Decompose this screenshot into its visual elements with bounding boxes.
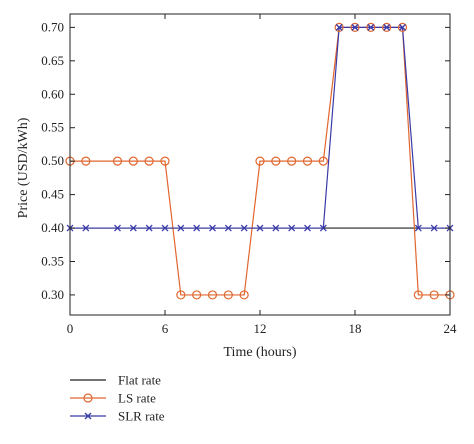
x-tick-label: 0 bbox=[67, 321, 74, 336]
data-point-ls-rate bbox=[350, 22, 360, 32]
y-tick-label: 0.60 bbox=[41, 86, 64, 101]
data-point-slr-rate bbox=[209, 224, 216, 232]
data-point-slr-rate bbox=[319, 224, 327, 232]
data-point-slr-rate bbox=[114, 224, 121, 232]
x-tick-label: 12 bbox=[254, 321, 267, 336]
data-point-slr-rate bbox=[414, 224, 422, 232]
data-point-slr-rate bbox=[288, 224, 296, 232]
data-point-ls-rate bbox=[255, 156, 265, 166]
x-marker-stroke bbox=[319, 224, 327, 232]
series-line-ls-rate bbox=[70, 26, 450, 296]
data-point-slr-rate bbox=[351, 23, 359, 31]
data-point-ls-rate bbox=[81, 156, 91, 166]
data-point-slr-rate bbox=[82, 224, 90, 232]
data-point-slr-rate bbox=[256, 224, 264, 232]
data-point-ls-rate bbox=[207, 290, 218, 300]
y-tick-label: 0.70 bbox=[41, 19, 64, 34]
data-point-ls-rate bbox=[239, 290, 249, 300]
x-marker-stroke bbox=[304, 224, 311, 232]
y-tick-label: 0.65 bbox=[41, 53, 64, 68]
series-line-slr-rate bbox=[70, 26, 450, 229]
data-point-slr-rate bbox=[304, 224, 311, 232]
data-point-ls-rate bbox=[112, 156, 123, 166]
legend-label: SLR rate bbox=[118, 409, 165, 424]
legend-marker bbox=[84, 412, 92, 420]
x-marker-stroke bbox=[256, 224, 264, 232]
data-point-ls-rate bbox=[223, 290, 233, 300]
x-tick-label: 18 bbox=[349, 321, 362, 336]
data-point-ls-rate bbox=[271, 156, 281, 166]
x-marker-stroke bbox=[82, 224, 90, 232]
x-marker-stroke bbox=[414, 224, 422, 232]
data-point-slr-rate bbox=[367, 23, 375, 31]
legend-label: Flat rate bbox=[118, 373, 161, 388]
data-point-ls-rate bbox=[160, 156, 170, 166]
data-point-ls-rate bbox=[144, 156, 154, 166]
data-point-slr-rate bbox=[129, 224, 137, 232]
data-point-ls-rate bbox=[318, 156, 328, 166]
data-point-ls-rate bbox=[192, 290, 202, 300]
x-marker-stroke bbox=[288, 224, 296, 232]
legend-entry: Flat rate bbox=[70, 373, 161, 388]
x-marker-stroke bbox=[430, 224, 438, 232]
x-marker-stroke bbox=[114, 224, 121, 232]
data-point-ls-rate bbox=[429, 290, 439, 300]
data-point-slr-rate bbox=[177, 224, 185, 232]
legend-label: LS rate bbox=[118, 391, 156, 406]
x-marker-stroke bbox=[129, 224, 137, 232]
axes: 0 6 12 18 24 0.30 0.35 0.40 0.45 0.50 0.55 0.60 0.65… bbox=[41, 13, 458, 336]
data-point-ls-rate bbox=[287, 156, 297, 166]
x-marker-stroke bbox=[240, 224, 248, 232]
x-marker-stroke bbox=[209, 224, 216, 232]
x-marker-stroke bbox=[145, 224, 153, 232]
data-point-ls-rate bbox=[413, 290, 423, 300]
legend: Flat rate LS rate SLR rate bbox=[70, 373, 165, 424]
y-tick-label: 0.55 bbox=[41, 120, 64, 135]
x-marker-stroke bbox=[224, 224, 232, 232]
data-point-ls-rate bbox=[128, 156, 138, 166]
x-marker-stroke bbox=[177, 224, 185, 232]
x-tick-label: 24 bbox=[444, 321, 458, 336]
x-marker-stroke bbox=[272, 224, 280, 232]
y-tick-label: 0.45 bbox=[41, 187, 64, 202]
data-point-ls-rate bbox=[397, 22, 408, 32]
legend-entry: LS rate bbox=[70, 391, 156, 406]
x-marker-stroke bbox=[351, 23, 359, 31]
data-point-slr-rate bbox=[383, 23, 391, 31]
data-point-slr-rate bbox=[145, 224, 153, 232]
data-point-slr-rate bbox=[224, 224, 232, 232]
x-marker-stroke bbox=[193, 224, 201, 232]
x-axis-label: Time (hours) bbox=[224, 345, 297, 360]
x-marker-stroke bbox=[84, 412, 92, 420]
data-point-ls-rate bbox=[334, 22, 344, 32]
data-point-ls-rate bbox=[176, 290, 186, 300]
data-point-slr-rate bbox=[272, 224, 280, 232]
data-point-slr-rate bbox=[430, 224, 438, 232]
y-axis-label: Price (USD/kWh) bbox=[16, 117, 31, 218]
x-marker-stroke bbox=[383, 23, 391, 31]
data-point-ls-rate bbox=[302, 156, 313, 166]
y-tick-label: 0.35 bbox=[41, 253, 64, 268]
data-point-slr-rate bbox=[161, 224, 169, 232]
y-tick-label: 0.50 bbox=[41, 153, 64, 168]
y-tick-label: 0.40 bbox=[41, 220, 64, 235]
data-point-ls-rate bbox=[366, 22, 376, 32]
y-tick-label: 0.30 bbox=[41, 287, 64, 302]
legend-entry: SLR rate bbox=[70, 409, 165, 424]
legend-marker bbox=[83, 393, 93, 403]
x-marker-stroke bbox=[399, 23, 406, 31]
data-point-slr-rate bbox=[335, 23, 343, 31]
x-marker-stroke bbox=[335, 23, 343, 31]
plot-area bbox=[65, 22, 455, 300]
data-point-slr-rate bbox=[193, 224, 201, 232]
data-point-ls-rate bbox=[382, 22, 392, 32]
x-marker-stroke bbox=[161, 224, 169, 232]
data-point-slr-rate bbox=[399, 23, 406, 31]
data-point-slr-rate bbox=[240, 224, 248, 232]
x-tick-label: 6 bbox=[162, 321, 169, 336]
x-marker-stroke bbox=[367, 23, 375, 31]
